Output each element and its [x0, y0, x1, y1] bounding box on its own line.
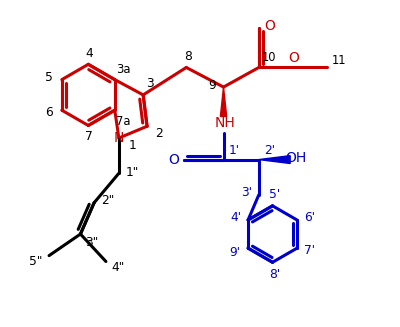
- Text: 6: 6: [45, 106, 53, 119]
- Text: O: O: [168, 153, 179, 166]
- Text: 3: 3: [146, 77, 154, 91]
- Text: 3": 3": [85, 236, 98, 249]
- Text: 3a: 3a: [116, 63, 131, 76]
- Text: 9': 9': [229, 246, 240, 259]
- Text: 5: 5: [45, 71, 53, 84]
- Text: 7: 7: [85, 130, 93, 143]
- Text: 8': 8': [269, 267, 280, 281]
- Text: 1: 1: [129, 139, 136, 152]
- Text: 2: 2: [155, 127, 163, 140]
- Text: 8: 8: [184, 50, 192, 63]
- Text: 6': 6': [304, 212, 315, 225]
- Text: 7a: 7a: [116, 115, 131, 128]
- Text: 10: 10: [261, 51, 276, 64]
- Text: 5': 5': [269, 188, 280, 200]
- Text: O: O: [264, 19, 275, 33]
- Text: 11: 11: [332, 54, 346, 67]
- Polygon shape: [220, 87, 227, 116]
- Text: 9: 9: [209, 78, 216, 92]
- Text: 2": 2": [101, 194, 114, 207]
- Polygon shape: [259, 156, 290, 164]
- Text: 2': 2': [264, 145, 275, 158]
- Text: 4: 4: [85, 47, 93, 60]
- Text: 4': 4': [230, 212, 241, 225]
- Text: 3': 3': [242, 186, 252, 199]
- Text: 5": 5": [29, 255, 42, 268]
- Text: 1': 1': [229, 145, 240, 158]
- Text: OH: OH: [286, 151, 307, 164]
- Text: NH: NH: [214, 116, 235, 130]
- Text: O: O: [289, 51, 300, 65]
- Text: 1": 1": [126, 166, 139, 179]
- Text: 7': 7': [304, 244, 315, 257]
- Text: N: N: [114, 131, 124, 145]
- Text: 4": 4": [112, 261, 125, 274]
